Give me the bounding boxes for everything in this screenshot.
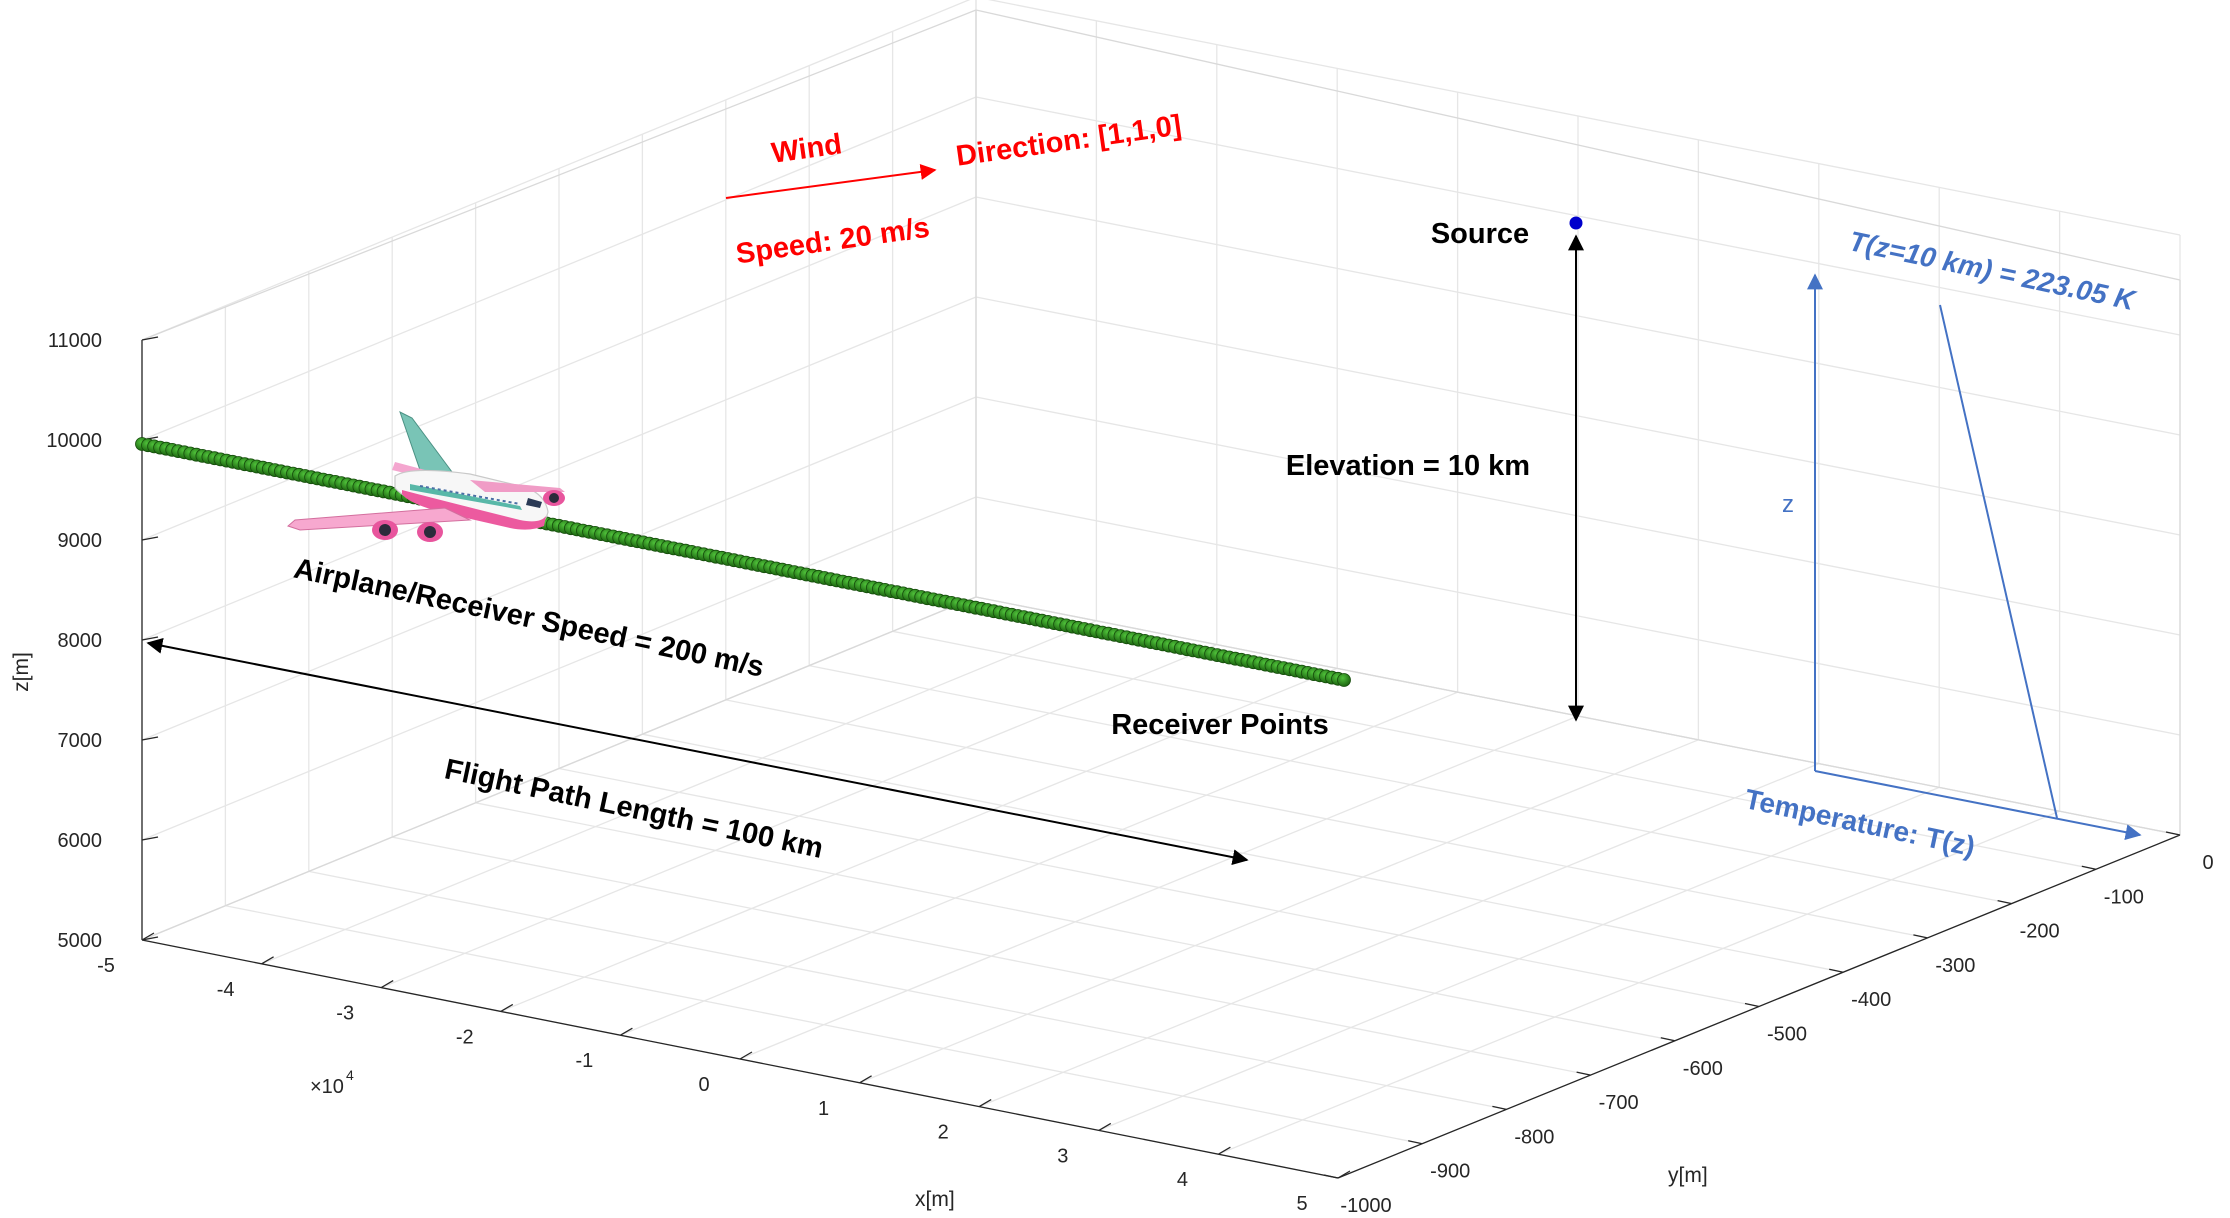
source-label: Source [1431,218,1529,250]
y-tick-mark [1829,968,1844,973]
back-wall-grid-line [975,96,2181,336]
source-point [1569,216,1583,230]
floor-grid-line [809,664,2012,905]
receiver-point [1337,673,1351,687]
airplane-icon [287,411,565,542]
x-tick-mark [620,1027,633,1036]
flight-path-label: Flight Path Length = 100 km [442,753,826,865]
floor-grid-line [642,733,1844,973]
y-tick-mark [1576,1071,1591,1076]
floor-grid-line [558,767,1760,1008]
y-tick-label: -200 [2020,921,2060,943]
x-tick-label: 4 [1177,1169,1188,1191]
y-tick-label: -400 [1851,989,1891,1011]
y-tick-label: -900 [1430,1161,1470,1183]
y-tick-label: -300 [1935,955,1975,977]
y-tick-label: -600 [1683,1058,1723,1080]
x-exponent-base: ×10 [310,1076,344,1098]
y-tick-label: -1000 [1340,1195,1391,1217]
temperature-z-label: z [1782,491,1794,518]
x-axis-title: x[m] [915,1188,955,1211]
y-tick-mark [1408,1140,1423,1145]
y-tick-label: 0 [2202,852,2213,874]
x-tick-mark [859,1075,872,1084]
flight-path-arrow [146,637,1249,866]
x-tick-mark [500,1003,514,1012]
x-tick-label: -3 [336,1003,354,1025]
box-edge [141,9,977,341]
x-tick-mark [739,1051,753,1060]
z-tick-label: 8000 [58,630,103,652]
floor-grid-line [475,802,1675,1042]
z-tick-label: 7000 [58,730,103,752]
y-tick-mark [2165,831,2181,836]
x-tick-mark [978,1099,992,1108]
z-tick-label: 5000 [58,930,103,952]
wind-arrow [725,163,937,199]
elevation-label: Elevation = 10 km [1286,450,1530,482]
z-tick-label: 11000 [48,330,102,352]
temperature-t-arrow [1814,770,2142,841]
y-tick-mark [2081,865,2096,870]
y-tick-label: -800 [1514,1126,1554,1148]
x-tick-label: -1 [576,1050,594,1072]
wind-speed-label: Speed: 20 m/s [734,212,932,271]
y-tick-mark [1913,934,1928,939]
y-tick-mark [1744,1002,1760,1008]
y-tick-label: -500 [1767,1024,1807,1046]
z-tick-label: 6000 [58,830,103,852]
back-wall-grid-line [987,0,2181,236]
x-tick-mark [380,980,394,989]
temperature-top-label: T(z=10 km) = 223.05 K [1846,225,2139,316]
z-tick-mark [141,336,159,341]
side-wall-grid-line [141,296,977,641]
x-tick-label: 2 [938,1122,949,1144]
x-tick-label: 0 [698,1074,709,1096]
box-edge [975,9,2181,281]
y-tick-label: -700 [1599,1092,1639,1114]
axis-ticks: 11000 10000 9000 8000 7000 6000 5000 -5 -4 -3 -2 -1… [46,330,2213,1217]
y-axis-title: y[m] [1668,1164,1708,1187]
x-tick-label: -4 [217,979,235,1001]
y-tick-mark [1997,899,2012,905]
x-tick-label: 1 [818,1098,829,1120]
y-tick-mark [1492,1105,1507,1111]
wind-title: Wind [770,128,844,170]
y-tick-mark [1660,1037,1675,1042]
wind-direction-label: Direction: [1,1,0] [954,109,1183,172]
side-wall-grid-line [141,96,977,441]
x-tick-mark [141,932,155,941]
airplane-speed-label: Airplane/Receiver Speed = 200 m/s [291,553,767,684]
z-tick-label: 10000 [46,430,102,452]
x-axis-exponent: ×10 4 [310,1067,354,1098]
x-tick-mark [1218,1146,1231,1155]
x-tick-mark [1337,1170,1351,1179]
x-tick-mark [1098,1122,1112,1131]
side-wall-grid-line [141,196,977,541]
floor-grid-line [308,870,1507,1111]
y-tick-mark [1323,1174,1339,1179]
x-tick-label: 5 [1296,1193,1307,1215]
floor-grid-line [225,905,1423,1145]
z-tick-mark [141,536,159,541]
x-tick-label: 3 [1057,1145,1068,1167]
temperature-profile-line [1939,304,2058,819]
z-tick-mark [141,936,159,941]
x-tick-mark [261,956,274,965]
x-tick-label: -5 [97,955,115,977]
x-tick-label: -2 [456,1026,474,1048]
temperature-axis-label: Temperature: T(z) [1742,783,1978,862]
receiver-points-label: Receiver Points [1111,709,1329,741]
z-axis-title: z[m] [10,652,33,692]
floor-grid-line [392,836,1591,1076]
side-wall-grid-line [141,0,971,341]
z-tick-label: 9000 [58,530,103,552]
y-tick-label: -100 [2104,886,2144,908]
x-exponent-power: 4 [346,1067,354,1083]
